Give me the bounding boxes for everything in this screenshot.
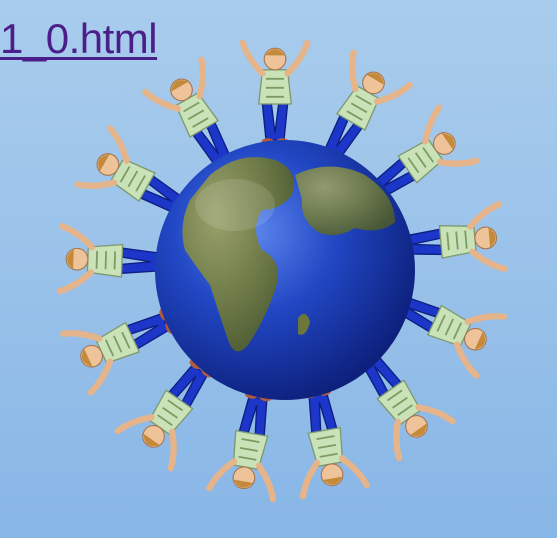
globe-icon bbox=[155, 140, 415, 400]
page-link[interactable]: 1_0.html bbox=[0, 15, 158, 62]
